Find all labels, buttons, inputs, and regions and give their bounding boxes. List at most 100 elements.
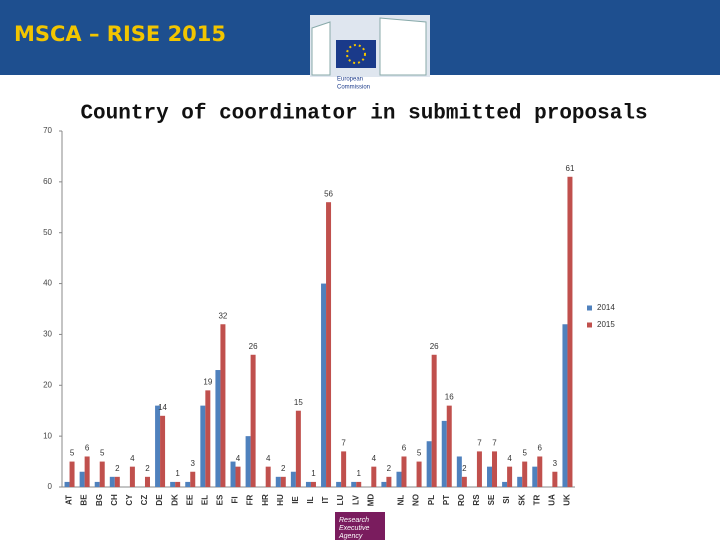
bar	[79, 471, 85, 487]
bar	[537, 456, 543, 487]
x-tick-label: LU	[336, 494, 345, 505]
data-label: 14	[158, 403, 167, 412]
bar	[160, 415, 166, 487]
x-tick-label: TR	[532, 494, 541, 505]
bar	[245, 436, 251, 487]
logo-stars	[346, 44, 366, 64]
data-label: 4	[266, 454, 271, 463]
rea-text: Research	[339, 517, 369, 524]
bar	[456, 456, 462, 487]
bar	[446, 405, 452, 487]
bar	[235, 466, 241, 487]
bar	[507, 466, 513, 487]
bar	[461, 476, 467, 487]
bar	[94, 481, 100, 487]
bar	[562, 324, 568, 487]
bar	[492, 451, 498, 487]
data-label: 6	[538, 444, 543, 453]
bar	[190, 471, 196, 487]
y-tick-label: 30	[43, 330, 52, 339]
data-label: 7	[341, 439, 346, 448]
x-tick-label: UA	[547, 494, 556, 506]
data-label: 2	[145, 464, 150, 473]
bar	[396, 471, 402, 487]
x-tick-label: LV	[351, 495, 360, 505]
x-tick-label: RS	[472, 494, 481, 506]
data-label: 32	[218, 311, 227, 320]
data-label: 4	[236, 454, 241, 463]
logo-building	[311, 17, 427, 76]
data-label: 2	[115, 464, 120, 473]
x-tick-label: CH	[110, 494, 119, 506]
x-tick-label: BG	[95, 494, 104, 506]
data-label: 7	[492, 439, 497, 448]
data-label: 26	[249, 342, 258, 351]
data-label: 5	[417, 449, 422, 458]
bar	[155, 405, 161, 487]
x-tick-label: SI	[502, 496, 511, 504]
bar	[371, 466, 377, 487]
bar	[220, 324, 226, 487]
data-label: 26	[430, 342, 439, 351]
bar	[84, 456, 90, 487]
header-title: MSCA – RISE 2015	[14, 22, 226, 46]
x-tick-label: RO	[457, 494, 466, 506]
bar	[341, 451, 347, 487]
legend-swatch	[587, 305, 592, 311]
data-label: 56	[324, 189, 333, 198]
bar	[275, 476, 281, 487]
data-label: 5	[100, 449, 105, 458]
bar	[280, 476, 286, 487]
data-label: 1	[311, 469, 316, 478]
x-tick-label: IL	[306, 496, 315, 503]
bar	[290, 471, 296, 487]
legend-swatch	[587, 322, 592, 328]
y-tick-label: 20	[43, 380, 52, 389]
x-tick-label: DE	[155, 494, 164, 506]
x-tick-label: CZ	[140, 495, 149, 506]
x-tick-label: MD	[366, 494, 375, 507]
bar	[265, 466, 271, 487]
bar	[185, 481, 191, 487]
bar	[401, 456, 407, 487]
bar	[250, 354, 256, 487]
data-label: 4	[372, 454, 377, 463]
rea-logo: Research Executive Agency	[335, 512, 385, 540]
x-tick-label: FI	[231, 496, 240, 503]
bar	[517, 476, 523, 487]
bar	[381, 481, 387, 487]
bar	[200, 405, 206, 487]
y-tick-label: 50	[43, 228, 52, 237]
x-tick-label: EE	[185, 494, 194, 505]
bar	[129, 466, 135, 487]
chart-title: Country of coordinator in submitted prop…	[80, 103, 647, 126]
y-tick-label: 10	[43, 431, 52, 440]
bar	[305, 481, 311, 487]
y-tick-label: 40	[43, 279, 52, 288]
bar	[99, 461, 105, 487]
x-tick-label: HR	[261, 494, 270, 506]
x-tick-label: SE	[487, 494, 496, 505]
bar	[215, 370, 221, 487]
bar	[114, 476, 120, 487]
bar	[64, 481, 70, 487]
bar	[69, 461, 75, 487]
x-tick-label: IT	[321, 496, 330, 503]
bar	[567, 176, 573, 487]
x-tick-label: ES	[216, 494, 225, 505]
bar	[205, 390, 211, 487]
bar	[487, 466, 493, 487]
bar	[175, 481, 181, 487]
x-tick-label: PT	[442, 495, 451, 505]
bar	[351, 481, 357, 487]
data-label: 61	[566, 164, 575, 173]
data-label: 15	[294, 398, 303, 407]
logo-text: European	[337, 77, 363, 83]
bar	[416, 461, 422, 487]
data-label: 7	[477, 439, 482, 448]
x-tick-label: UK	[563, 494, 572, 506]
bar	[336, 481, 342, 487]
data-label: 4	[507, 454, 512, 463]
rea-box	[335, 512, 385, 540]
data-label: 6	[402, 444, 407, 453]
